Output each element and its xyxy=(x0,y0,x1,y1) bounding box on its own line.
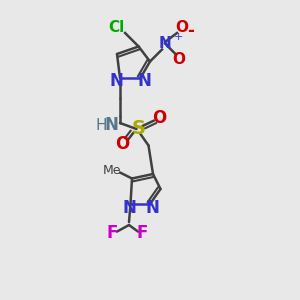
Text: N: N xyxy=(137,72,151,90)
Text: F: F xyxy=(107,224,118,242)
Text: O: O xyxy=(172,52,185,68)
Text: Me: Me xyxy=(102,164,121,178)
Text: H: H xyxy=(96,118,107,133)
Text: N: N xyxy=(146,199,159,217)
Text: S: S xyxy=(132,119,146,138)
Text: O: O xyxy=(116,135,130,153)
Text: N: N xyxy=(105,116,118,134)
Text: O: O xyxy=(152,109,166,127)
Text: N: N xyxy=(110,72,123,90)
Text: Cl: Cl xyxy=(108,20,124,34)
Text: -: - xyxy=(187,22,194,40)
Text: O: O xyxy=(175,20,188,34)
Text: N: N xyxy=(159,36,171,51)
Text: N: N xyxy=(122,199,136,217)
Text: +: + xyxy=(174,32,183,43)
Text: F: F xyxy=(137,224,148,242)
